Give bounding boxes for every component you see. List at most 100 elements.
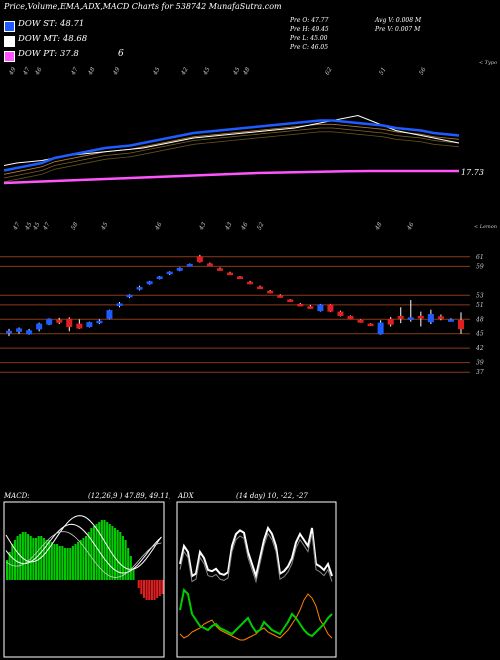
info-close: Pre C: 46.05 — [290, 44, 329, 51]
candle-top-label: 45 — [23, 221, 33, 232]
candle-body — [327, 304, 334, 312]
candle-top-label: 45 — [99, 221, 109, 232]
candle-body — [36, 323, 43, 330]
macd-hist-bar — [140, 580, 143, 594]
adx-minus-di-line — [179, 593, 333, 641]
candle-body — [146, 281, 153, 285]
candle-body — [437, 316, 444, 319]
macd-hist-bar — [158, 580, 161, 596]
legend-extra-value: 6 — [118, 49, 124, 59]
macd-hist-bar — [116, 530, 119, 580]
price-level-label: 61 — [476, 254, 484, 261]
macd-hist-bar — [71, 546, 74, 580]
candle-body — [16, 328, 23, 332]
ema-last-value: 17.73 — [461, 168, 484, 177]
macd-params: (12,26,9 ) 47.89, 49.11, -1.22 — [88, 492, 170, 500]
macd-hist-bar — [8, 552, 11, 580]
macd-hist-bar — [95, 524, 98, 580]
candle-body — [458, 319, 464, 330]
price-level-label: 53 — [476, 292, 484, 299]
macd-hist-bar — [56, 544, 59, 580]
candle-body — [287, 299, 294, 303]
ema-top-label: 56 — [418, 66, 428, 76]
macd-hist-bar — [153, 580, 156, 600]
ema-top-label: 45 — [201, 66, 211, 77]
candle-top-label: 43 — [223, 221, 233, 232]
candle-body — [86, 322, 93, 328]
macd-hist-bar — [156, 580, 159, 598]
candle-body — [106, 310, 113, 319]
ema-top-label: 45 — [151, 66, 161, 77]
candle-body — [126, 294, 133, 298]
candle-body — [347, 315, 354, 320]
macd-hist-bar — [108, 524, 111, 580]
macd-hist-bar — [113, 528, 117, 580]
macd-hist-bar — [58, 546, 61, 580]
ema-corner-label: < Typo — [479, 60, 497, 66]
ema-top-label: 49 — [111, 66, 121, 77]
macd-hist-bar — [90, 528, 93, 580]
dow-st-line — [3, 119, 460, 172]
macd-frame — [3, 501, 165, 658]
adx-params: (14 day) 10, -22, -27 — [236, 492, 308, 500]
ema-band-line — [3, 123, 460, 175]
candle-corner-label: < Lemon — [474, 224, 497, 230]
macd-hist-bar — [37, 536, 40, 580]
info-high: Pre H: 49.45 — [290, 26, 329, 33]
dow-pt-line — [3, 169, 459, 185]
macd-hist-bar — [19, 534, 22, 580]
candle-body — [226, 272, 233, 276]
macd-hist-bar — [50, 542, 53, 580]
legend-dow-mt: DOW MT: 48.68 — [4, 34, 96, 47]
price-level-label: 42 — [475, 345, 484, 352]
macd-hist-bar — [29, 536, 32, 580]
candle-body — [116, 303, 123, 306]
candle-top-label: 58 — [70, 221, 80, 231]
macd-hist-bar — [85, 536, 88, 580]
candle-body — [337, 311, 344, 316]
info-open: Pre O: 47.77 — [290, 17, 329, 24]
candle-top-label: 45 — [31, 221, 41, 232]
macd-hist-bar — [24, 532, 27, 580]
macd-hist-bar — [16, 536, 19, 580]
macd-hist-bar — [100, 520, 103, 580]
info-avg-volume: Avg V: 0.008 M — [375, 17, 422, 24]
legend-dow-pt: DOW PT: 37.8 — [4, 49, 96, 62]
adx-shadow-line — [179, 532, 333, 584]
candle-body — [76, 323, 83, 329]
ema-band-line — [3, 127, 460, 179]
macd-hist-bar — [129, 556, 132, 580]
macd-third-line — [5, 531, 162, 578]
candle-body — [357, 319, 364, 323]
candle-body — [417, 315, 424, 319]
candle-body — [196, 256, 203, 263]
macd-hist-bar — [121, 536, 124, 580]
adx-line — [179, 525, 333, 580]
ema-top-label: 45 — [231, 66, 241, 77]
candle-top-label: 48 — [373, 221, 383, 232]
candle-body — [387, 318, 394, 325]
macd-hist-bar — [63, 548, 67, 580]
candle-body — [407, 317, 414, 320]
macd-hist-bar — [34, 538, 38, 580]
price-level-label: 59 — [476, 263, 484, 270]
candle-body — [216, 268, 223, 271]
candle-body — [136, 287, 143, 290]
adx-frame — [176, 501, 337, 658]
macd-hist-bar — [137, 580, 140, 588]
macd-hist-bar — [103, 520, 106, 580]
legend-dow-st: DOW ST: 48.71 — [4, 19, 96, 32]
macd-hist-bar — [77, 542, 80, 580]
dow-st-label: DOW ST: 48.71 — [18, 19, 85, 29]
candle-body — [66, 318, 73, 328]
ema-top-label: 49 — [7, 66, 17, 77]
candle-top-label: 43 — [197, 221, 207, 232]
macd-hist-bar — [45, 540, 48, 580]
ema-top-label: 42 — [179, 66, 189, 77]
candle-body — [96, 320, 103, 324]
candle-body — [397, 315, 404, 319]
ema-top-label: 46 — [33, 66, 43, 77]
macd-hist-bar — [142, 580, 146, 598]
ema-top-label: 47 — [21, 66, 31, 77]
